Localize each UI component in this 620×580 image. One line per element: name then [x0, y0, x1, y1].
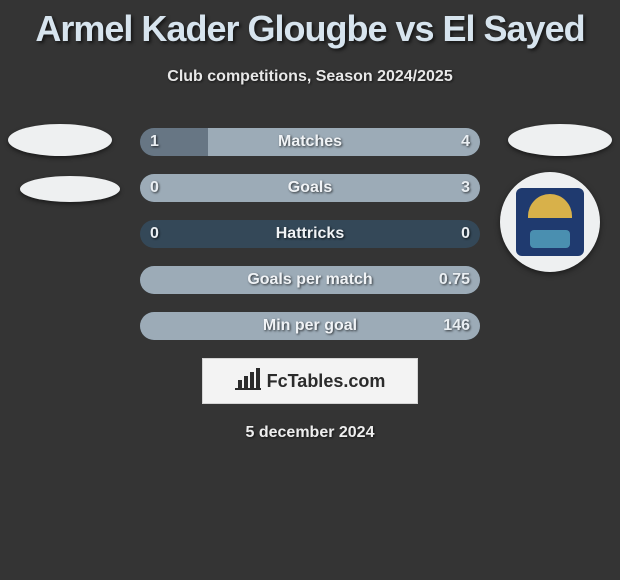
stat-value-right: 0	[461, 220, 470, 248]
stat-value-right: 3	[461, 174, 470, 202]
stat-value-right: 0.75	[439, 266, 470, 294]
stat-label: Hattricks	[140, 220, 480, 248]
stat-row: Goals per match 0.75	[0, 266, 620, 294]
page-title: Armel Kader Glougbe vs El Sayed	[0, 0, 620, 50]
stat-label: Goals	[140, 174, 480, 202]
stat-value-right: 146	[443, 312, 470, 340]
generated-date: 5 december 2024	[0, 424, 620, 442]
stat-label: Matches	[140, 128, 480, 156]
stat-label: Min per goal	[140, 312, 480, 340]
stat-row: Min per goal 146	[0, 312, 620, 340]
stats-container: 1 Matches 4 0 Goals 3 0 Hattricks 0 Goal…	[0, 128, 620, 340]
stat-label: Goals per match	[140, 266, 480, 294]
stat-row: 0 Hattricks 0	[0, 220, 620, 248]
stat-row: 0 Goals 3	[0, 174, 620, 202]
player-right-avatar-placeholder	[508, 124, 612, 156]
watermark-text: FcTables.com	[267, 371, 386, 392]
stat-value-right: 4	[461, 128, 470, 156]
watermark: FcTables.com	[202, 358, 418, 404]
player-left-avatar-placeholder	[8, 124, 112, 156]
stat-row: 1 Matches 4	[0, 128, 620, 156]
bar-chart-icon	[235, 368, 261, 395]
page-subtitle: Club competitions, Season 2024/2025	[0, 68, 620, 86]
